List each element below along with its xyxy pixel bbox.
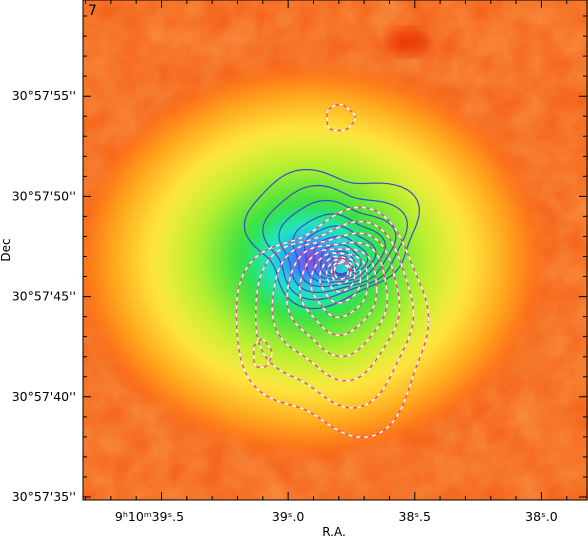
contour-line-solid bbox=[278, 199, 397, 294]
contour-overlay bbox=[235, 103, 430, 439]
contour-line-solid bbox=[313, 235, 369, 280]
contour-line-dashed-overlay bbox=[326, 103, 357, 132]
contour-line-solid bbox=[320, 244, 362, 278]
contour-line-dashed-overlay bbox=[330, 260, 352, 285]
contour-line-solid bbox=[243, 169, 421, 310]
x-tick-label: 38ˢ.0 bbox=[525, 509, 558, 524]
plot-frame bbox=[82, 0, 588, 501]
x-tick-label: 38ˢ.5 bbox=[399, 509, 432, 524]
y-tick-label: 30°57'40'' bbox=[12, 389, 76, 404]
contour-line-dashed-overlay bbox=[286, 241, 388, 358]
contour-line-dashed bbox=[310, 252, 369, 319]
contour-line-dashed-overlay bbox=[319, 255, 362, 304]
contour-line-solid bbox=[262, 184, 409, 301]
contour-line-dashed-overlay bbox=[299, 248, 378, 337]
y-tick-label: 30°57'50'' bbox=[12, 188, 76, 203]
contour-line-dashed bbox=[333, 262, 349, 280]
y-tick-label: 30°57'35'' bbox=[12, 489, 76, 504]
y-tick-label: 30°57'55'' bbox=[12, 88, 76, 103]
axis-ticks: 30°57'55'' 30°57'50'' 30°57'45'' 30°57'40''… bbox=[12, 0, 587, 524]
x-tick-label: 39ˢ.0 bbox=[272, 509, 305, 524]
x-axis-label: R.A. bbox=[322, 525, 346, 539]
x-tick-label: 9ʰ10ᵐ39ˢ.5 bbox=[115, 509, 184, 524]
contour-line-dashed-overlay bbox=[325, 258, 356, 293]
y-tick-label: 30°57'45'' bbox=[12, 289, 76, 304]
y-axis-label: Dec bbox=[0, 238, 13, 261]
contour-line-dashed-overlay bbox=[255, 220, 415, 409]
contour-line-dashed bbox=[252, 338, 273, 369]
contour-line-solid bbox=[292, 213, 386, 288]
contour-line-dashed bbox=[271, 232, 401, 382]
panel-label: 7 bbox=[88, 3, 97, 19]
contour-line-dashed-overlay bbox=[235, 206, 430, 439]
